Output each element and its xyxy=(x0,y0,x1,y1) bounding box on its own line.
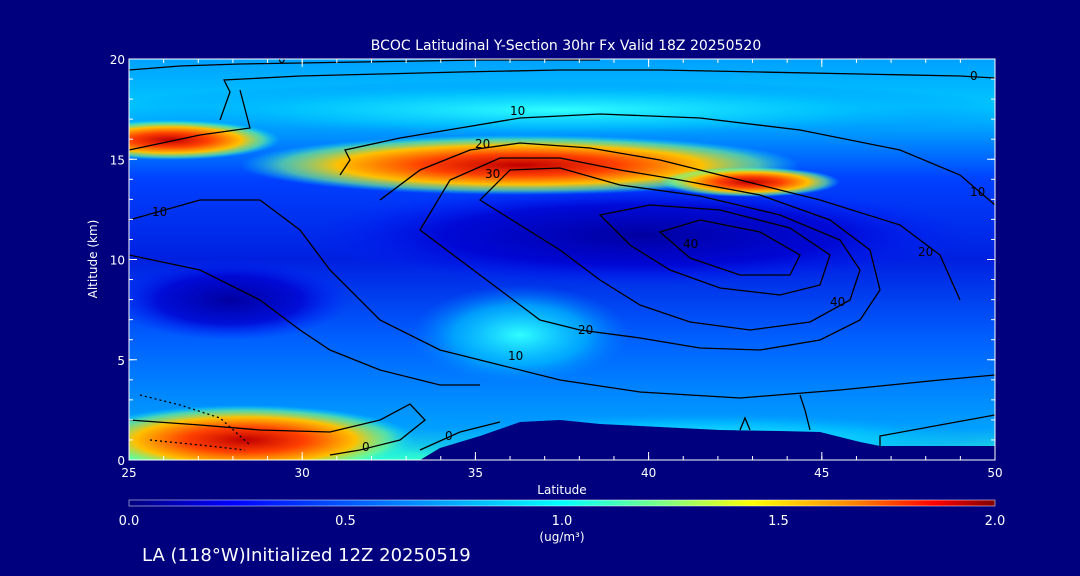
init-caption: LA (118°W)Initialized 12Z 20250519 xyxy=(142,545,471,566)
contour-label: 20 xyxy=(918,245,933,259)
colorbar-tick-label: 0.5 xyxy=(335,514,356,529)
colorbar-tick-label: 1.0 xyxy=(552,514,573,529)
contour-label: 0 xyxy=(278,52,286,66)
contour-labels: 0 0 0 0 10 10 10 10 20 20 20 30 40 40 xyxy=(152,52,985,454)
colorbar-unit: (ug/m³) xyxy=(539,530,584,544)
colorbar-tick-label: 2.0 xyxy=(985,514,1006,529)
chart-title: BCOC Latitudinal Y-Section 30hr Fx Valid… xyxy=(371,38,761,54)
contour-line xyxy=(799,394,811,431)
contour-label: 0 xyxy=(970,69,978,83)
x-axis: 25 30 35 40 45 50 xyxy=(121,59,1003,480)
contour-label: 10 xyxy=(970,185,985,199)
contour-label: 20 xyxy=(475,137,490,151)
contour-line xyxy=(419,157,881,351)
y-axis-label: Altitude (km) xyxy=(86,220,100,299)
contour-label: 10 xyxy=(510,104,525,118)
x-tick-label: 35 xyxy=(468,466,483,480)
contour-line xyxy=(219,69,995,121)
contour-line xyxy=(478,167,861,331)
contour-label: 40 xyxy=(830,295,845,309)
cyan-upper-band xyxy=(129,80,995,140)
contour-line xyxy=(658,219,801,276)
y-tick-label: 20 xyxy=(110,53,125,67)
contour-line xyxy=(129,254,480,386)
hot-layer-upper-main xyxy=(240,135,800,195)
contour-line xyxy=(879,414,995,446)
contour-line xyxy=(739,416,751,431)
contour-line xyxy=(129,89,251,151)
y-tick-label: 0 xyxy=(117,454,125,468)
y-tick-label: 15 xyxy=(110,153,125,167)
x-tick-label: 30 xyxy=(295,466,310,480)
hot-layer-surface xyxy=(129,405,415,460)
contour-line xyxy=(129,199,995,399)
contour-line-dotted xyxy=(149,439,246,451)
contour-line-dotted xyxy=(139,394,251,446)
colorbar xyxy=(128,499,996,507)
y-axis: 0 5 10 15 20 xyxy=(110,53,995,468)
x-tick-label: 45 xyxy=(814,466,829,480)
concentration-field: 0 0 0 0 10 10 10 10 20 20 20 30 40 40 xyxy=(129,52,995,460)
cyan-midlevel-blob xyxy=(410,285,630,385)
contour-line xyxy=(379,142,961,301)
dark-region-left xyxy=(129,260,350,340)
contour-line xyxy=(419,421,501,451)
y-tick-label: 10 xyxy=(110,254,125,268)
terrain-mask xyxy=(420,420,995,460)
contour-lines xyxy=(129,59,995,456)
contour-label: 10 xyxy=(152,205,167,219)
contour-label: 20 xyxy=(578,323,593,337)
contour-label: 0 xyxy=(445,429,453,443)
dark-core-region xyxy=(310,185,970,285)
contour-line xyxy=(598,204,831,296)
y-tick-label: 5 xyxy=(117,354,125,368)
contour-line xyxy=(339,113,995,206)
contour-label: 10 xyxy=(508,349,523,363)
colorbar-tick-label: 0.0 xyxy=(119,514,140,529)
contour-label: 0 xyxy=(362,440,370,454)
colorbar-ticks: 0.0 0.5 1.0 1.5 2.0 xyxy=(119,514,1006,529)
x-tick-label: 25 xyxy=(121,466,136,480)
colorbar-tick-label: 1.5 xyxy=(768,514,789,529)
contour-line xyxy=(129,403,426,456)
x-tick-label: 40 xyxy=(641,466,656,480)
hot-layer-upper-left xyxy=(129,120,280,160)
contour-line xyxy=(129,59,600,71)
x-axis-label: Latitude xyxy=(537,483,586,497)
contour-label: 30 xyxy=(485,167,500,181)
x-tick-label: 50 xyxy=(987,466,1002,480)
contour-label: 40 xyxy=(683,237,698,251)
